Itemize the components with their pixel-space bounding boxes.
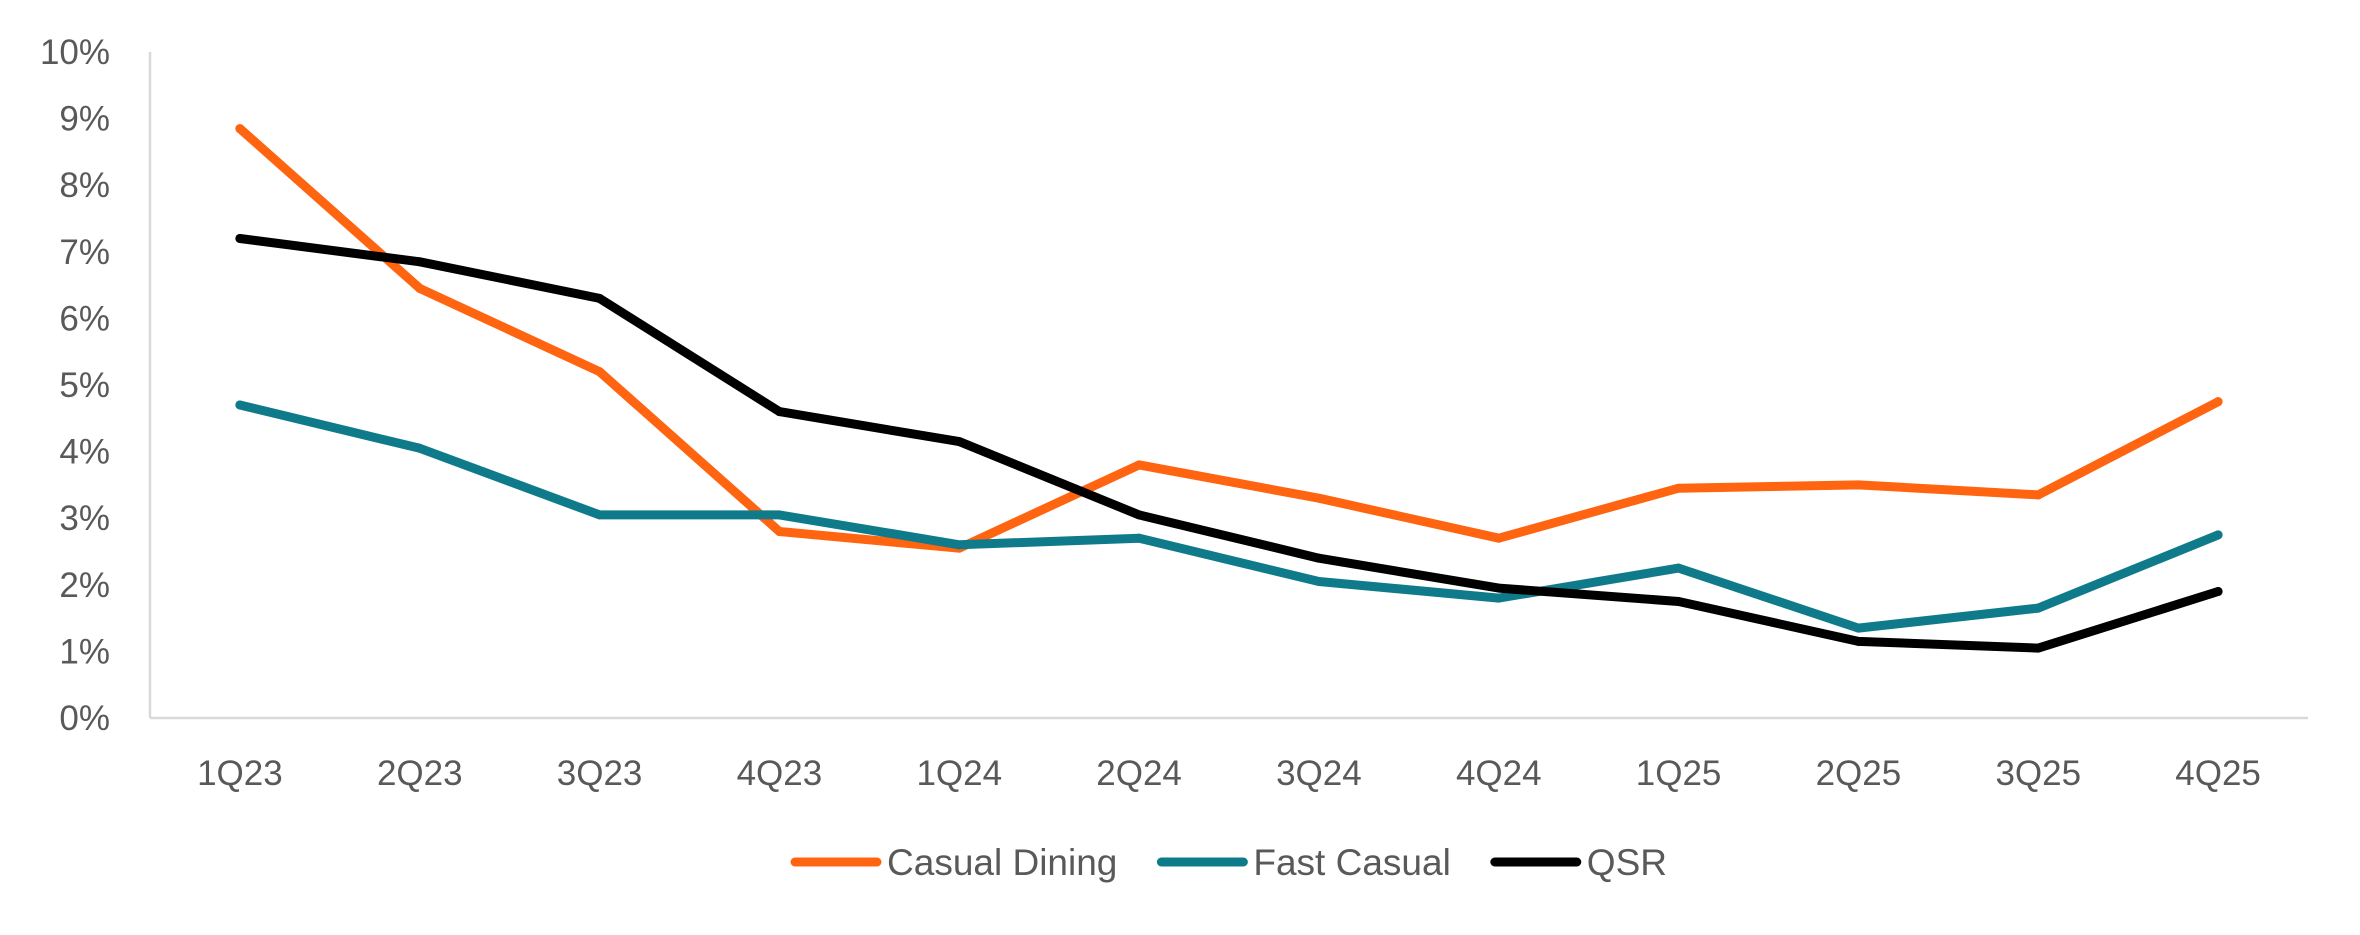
- data-point-casual-dining: [1853, 480, 1863, 490]
- y-tick-label: 5%: [59, 366, 110, 405]
- data-point-fast-casual: [774, 510, 784, 520]
- y-tick-label: 1%: [59, 632, 110, 671]
- x-tick-label: 3Q25: [1995, 754, 2081, 793]
- y-tick-label: 9%: [59, 100, 110, 139]
- data-point-casual-dining: [595, 367, 605, 377]
- x-tick-label: 4Q25: [2175, 754, 2261, 793]
- x-axis-tick-labels: 1Q23 2Q23 3Q23 4Q23 1Q24 2Q24 3Q24 4Q24 1Q25 2Q25…: [197, 754, 2261, 793]
- x-tick-label: 4Q24: [1456, 754, 1542, 793]
- y-tick-label: 6%: [59, 299, 110, 338]
- legend-label: Casual Dining: [887, 842, 1117, 883]
- data-point-casual-dining: [1674, 483, 1684, 493]
- legend-label: Fast Casual: [1253, 842, 1450, 883]
- x-tick-label: 2Q24: [1096, 754, 1182, 793]
- data-point-fast-casual: [1134, 533, 1144, 543]
- series-fast-casual: [235, 400, 2223, 633]
- data-point-qsr: [1314, 553, 1324, 563]
- data-point-casual-dining: [2033, 490, 2043, 500]
- data-point-casual-dining: [774, 527, 784, 537]
- data-point-casual-dining: [1134, 460, 1144, 470]
- x-tick-label: 3Q23: [557, 754, 643, 793]
- y-tick-label: 4%: [59, 433, 110, 472]
- series-line-casual-dining: [235, 124, 2223, 553]
- y-tick-label: 8%: [59, 166, 110, 205]
- data-point-fast-casual: [1314, 576, 1324, 586]
- series-line-qsr: [235, 234, 2223, 653]
- data-point-fast-casual: [1674, 563, 1684, 573]
- data-point-fast-casual: [1494, 593, 1504, 603]
- data-point-fast-casual: [235, 400, 245, 410]
- y-tick-label: 10%: [40, 33, 110, 72]
- y-tick-label: 2%: [59, 566, 110, 605]
- legend-item-casual-dining: Casual Dining: [790, 842, 1117, 883]
- x-tick-label: 1Q24: [916, 754, 1002, 793]
- chart-legend: Casual Dining Fast Casual QSR: [790, 842, 1667, 883]
- data-point-casual-dining: [1314, 493, 1324, 503]
- data-point-fast-casual: [1853, 623, 1863, 633]
- data-point-casual-dining: [2213, 397, 2223, 407]
- data-point-qsr: [1494, 583, 1504, 593]
- y-tick-label: 0%: [59, 699, 110, 738]
- data-point-casual-dining: [235, 124, 245, 134]
- data-point-qsr: [595, 293, 605, 303]
- data-point-qsr: [1853, 636, 1863, 646]
- legend-item-qsr: QSR: [1490, 842, 1667, 883]
- data-point-qsr: [1134, 510, 1144, 520]
- chart-series: [235, 124, 2223, 653]
- data-point-qsr: [954, 437, 964, 447]
- data-point-qsr: [415, 257, 425, 267]
- data-point-fast-casual: [2213, 530, 2223, 540]
- series-qsr: [235, 233, 2223, 653]
- y-tick-label: 3%: [59, 499, 110, 538]
- data-point-qsr: [2033, 643, 2043, 653]
- chart-axes: [148, 52, 2308, 720]
- data-point-casual-dining: [415, 283, 425, 293]
- data-point-qsr: [1674, 596, 1684, 606]
- data-point-qsr: [235, 233, 245, 243]
- x-tick-label: 3Q24: [1276, 754, 1362, 793]
- data-point-fast-casual: [954, 540, 964, 550]
- x-tick-label: 2Q25: [1816, 754, 1902, 793]
- data-point-qsr: [774, 407, 784, 417]
- legend-label: QSR: [1587, 842, 1667, 883]
- legend-item-fast-casual: Fast Casual: [1156, 842, 1451, 883]
- y-axis-tick-labels: 0% 1% 2% 3% 4% 5% 6% 7% 8% 9% 10%: [40, 33, 110, 738]
- x-tick-label: 2Q23: [377, 754, 463, 793]
- data-point-casual-dining: [1494, 533, 1504, 543]
- data-point-fast-casual: [595, 510, 605, 520]
- x-tick-label: 1Q23: [197, 754, 283, 793]
- x-tick-label: 4Q23: [737, 754, 823, 793]
- data-point-fast-casual: [2033, 603, 2043, 613]
- data-point-fast-casual: [415, 443, 425, 453]
- series-casual-dining: [235, 124, 2223, 553]
- y-tick-label: 7%: [59, 233, 110, 272]
- x-tick-label: 1Q25: [1636, 754, 1722, 793]
- data-point-qsr: [2213, 586, 2223, 596]
- series-line-fast-casual: [235, 400, 2223, 633]
